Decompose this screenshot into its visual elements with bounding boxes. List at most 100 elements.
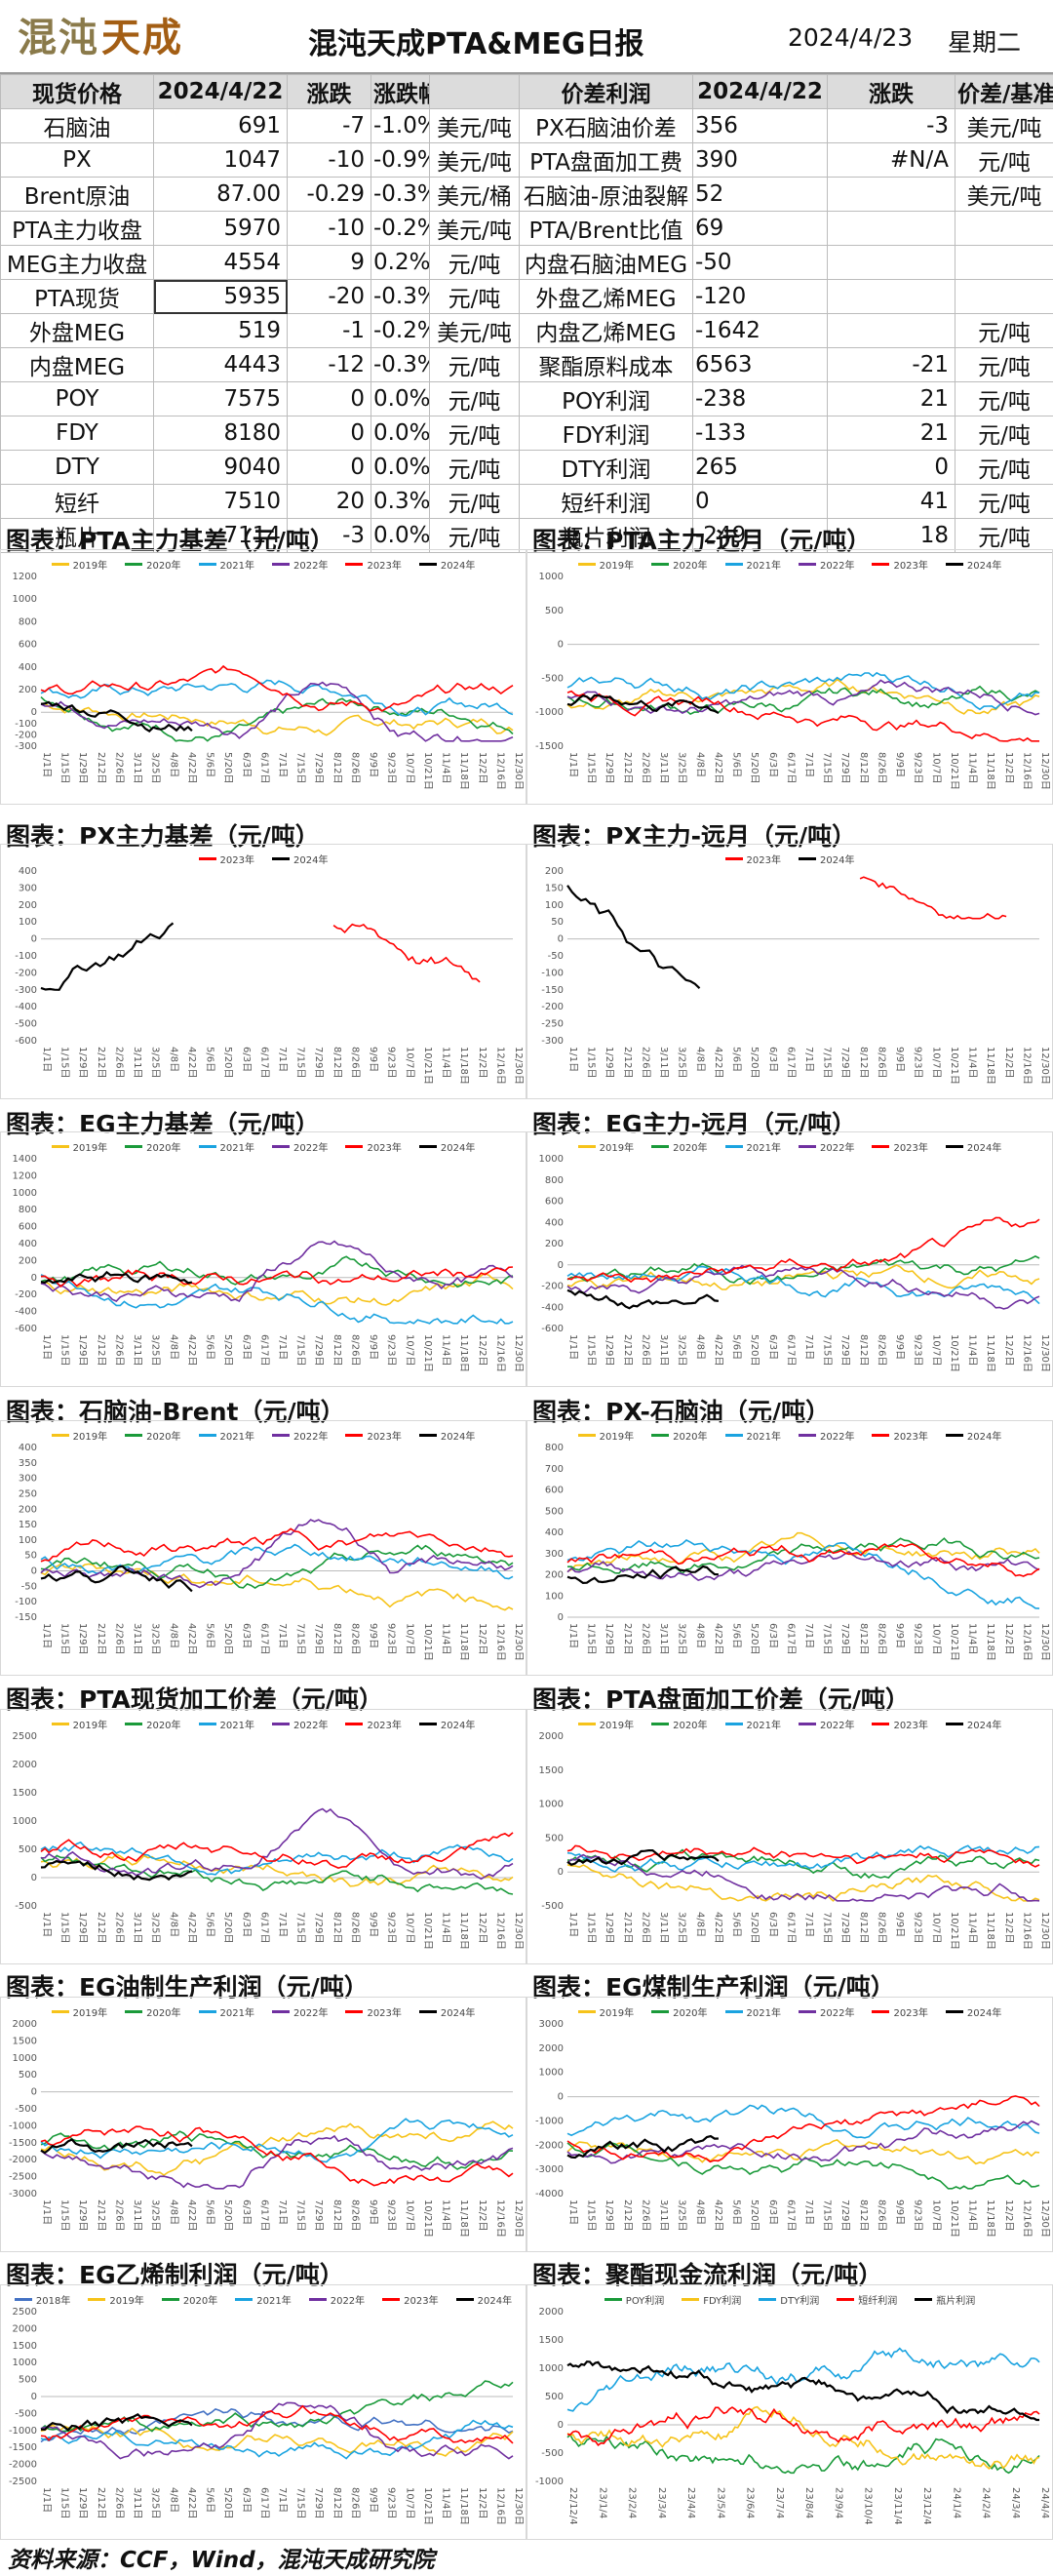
chart-title: 图表：PX主力-远月（元/吨） — [532, 822, 857, 851]
y-tick-label: -1500 — [535, 741, 564, 752]
company-logo: 混 沌 天 成 — [18, 10, 185, 66]
series-2023-line — [566, 2095, 1040, 2163]
table-cell: 0 — [287, 416, 371, 451]
x-tick-label: 7/1日 — [803, 2200, 814, 2225]
x-tick-label: 2/26日 — [640, 1623, 650, 1654]
legend-label: 2020年 — [182, 2296, 218, 2307]
table-cell: 52 — [692, 177, 828, 212]
x-tick-label: 7/29日 — [313, 1047, 324, 1078]
table-cell: 69 — [692, 211, 828, 246]
series-2021-line — [40, 2419, 514, 2460]
x-tick-label: 6/3日 — [767, 2200, 778, 2225]
x-tick-label: 8/12日 — [332, 752, 342, 783]
legend-label: 2023年 — [893, 1721, 928, 1731]
x-tick-label: 11/4日 — [441, 1912, 451, 1943]
y-tick-label: 400 — [19, 1443, 37, 1453]
x-tick-label: 8/26日 — [876, 1334, 886, 1366]
table-cell: -0.3% — [370, 279, 430, 314]
report-header: 混 沌 天 成 混沌天成PTA&MEG日报 2024/4/23 星期二 — [0, 0, 1053, 74]
table-cell: -7 — [287, 108, 371, 143]
x-tick-label: 8/26日 — [349, 1047, 360, 1078]
table-cell: 691 — [153, 108, 288, 143]
table-cell: FDY利润 — [519, 416, 693, 451]
table-cell: 瓶片利润 — [519, 518, 693, 553]
x-tick-label: 9/9日 — [368, 1623, 378, 1648]
series-2022-line — [40, 1807, 514, 1881]
x-tick-label: 3/25日 — [677, 1912, 687, 1943]
x-tick-label: 6/17日 — [258, 1623, 269, 1654]
x-tick-label: 6/3日 — [767, 1912, 778, 1937]
y-tick-label: 1000 — [13, 2053, 37, 2064]
legend-swatch — [88, 2298, 106, 2301]
table-cell: 7575 — [153, 381, 288, 416]
x-tick-label: 23/12/4 — [921, 2487, 932, 2525]
legend-swatch — [272, 1434, 290, 1437]
y-tick-label: 400 — [19, 662, 37, 673]
x-tick-label: 8/26日 — [876, 1912, 886, 1943]
series-2023-line — [40, 2125, 514, 2187]
legend-item: 2019年 — [88, 2292, 144, 2307]
x-tick-label: 11/18日 — [458, 1912, 469, 1950]
legend-item: 2021年 — [724, 2004, 781, 2019]
legend-label: 2022年 — [293, 2008, 329, 2019]
table-cell: 7510 — [153, 484, 288, 519]
line-chart: 2019年 2020年 2021年 2022年 2023年 2024年 2000 1500 10… — [0, 1997, 526, 2252]
chart-legend: 2019年 2020年 2021年 2022年 2023年 2024年 — [526, 1428, 1053, 1443]
x-tick-label: 12/16日 — [494, 1334, 505, 1372]
legend-swatch — [198, 1145, 216, 1148]
legend-swatch — [125, 563, 143, 566]
y-tick-label: 1200 — [13, 572, 37, 582]
series-2022-line — [40, 1519, 514, 1589]
y-tick-label: 1000 — [13, 2358, 37, 2368]
legend-item: 2021年 — [235, 2292, 292, 2307]
x-tick-label: 12/2日 — [477, 752, 488, 783]
table-cell: 390 — [692, 142, 828, 178]
series-2018-line — [40, 2408, 514, 2443]
x-tick-label: 10/7日 — [930, 752, 941, 783]
legend-item: 2023年 — [872, 1139, 928, 1154]
series-2019-line — [40, 2424, 514, 2457]
x-tick-label: 9/9日 — [894, 1623, 905, 1648]
x-tick-label: 6/3日 — [241, 1047, 252, 1072]
x-tick-label: 7/15日 — [822, 1047, 833, 1078]
x-tick-label: 3/11日 — [132, 1047, 142, 1078]
y-tick-label: -100 — [15, 1597, 37, 1607]
legend-label: 2020年 — [146, 1721, 181, 1731]
x-tick-label: 23/2/4 — [627, 2487, 638, 2518]
series-2019-line — [40, 2120, 514, 2176]
x-tick-label: 1/29日 — [604, 1047, 614, 1078]
y-tick-label: 50 — [551, 917, 564, 928]
x-tick-label: 3/11日 — [132, 1912, 142, 1943]
chart-frame — [0, 1131, 526, 1387]
y-tick-label: 2000 — [13, 2323, 37, 2334]
table-cell: 21 — [827, 381, 956, 416]
legend-swatch — [235, 2298, 254, 2301]
x-tick-label: 1/29日 — [77, 1334, 88, 1366]
x-tick-label: 1/29日 — [604, 1623, 614, 1654]
table-cell: 4443 — [153, 347, 288, 382]
chart-frame — [0, 1420, 526, 1676]
table-cell: 1047 — [153, 142, 288, 178]
table-cell: -0.3% — [370, 177, 430, 212]
y-tick-label: -1000 — [9, 2120, 37, 2131]
legend-item: POY利润 — [604, 2292, 664, 2307]
series-2019-line — [40, 702, 514, 736]
table-cell: 短纤利润 — [519, 484, 693, 519]
x-tick-label: 9/9日 — [368, 752, 378, 777]
x-tick-label: 8/12日 — [332, 1047, 342, 1078]
legend-label: 2023年 — [746, 855, 781, 866]
y-tick-label: 0 — [31, 1873, 37, 1883]
x-tick-label: 12/16日 — [1021, 1623, 1032, 1661]
chart-legend: POY利润 FDY利润 DTY利润 短纤利润 瓶片利润 — [526, 2292, 1053, 2307]
legend-swatch — [651, 563, 670, 566]
series-2020-line — [40, 1255, 514, 1288]
line-chart: 2019年 2020年 2021年 2022年 2023年 2024年 1000 500 0 -5… — [526, 549, 1053, 805]
y-tick-label: 400 — [19, 866, 37, 877]
table-cell: 元/吨 — [955, 484, 1053, 519]
legend-swatch — [418, 563, 437, 566]
series-2024-line — [566, 694, 720, 714]
table-cell: 265 — [692, 450, 828, 485]
table-cell: 内盘MEG — [0, 347, 154, 382]
x-tick-label: 6/3日 — [241, 752, 252, 777]
x-tick-label: 4/22日 — [186, 2487, 197, 2518]
